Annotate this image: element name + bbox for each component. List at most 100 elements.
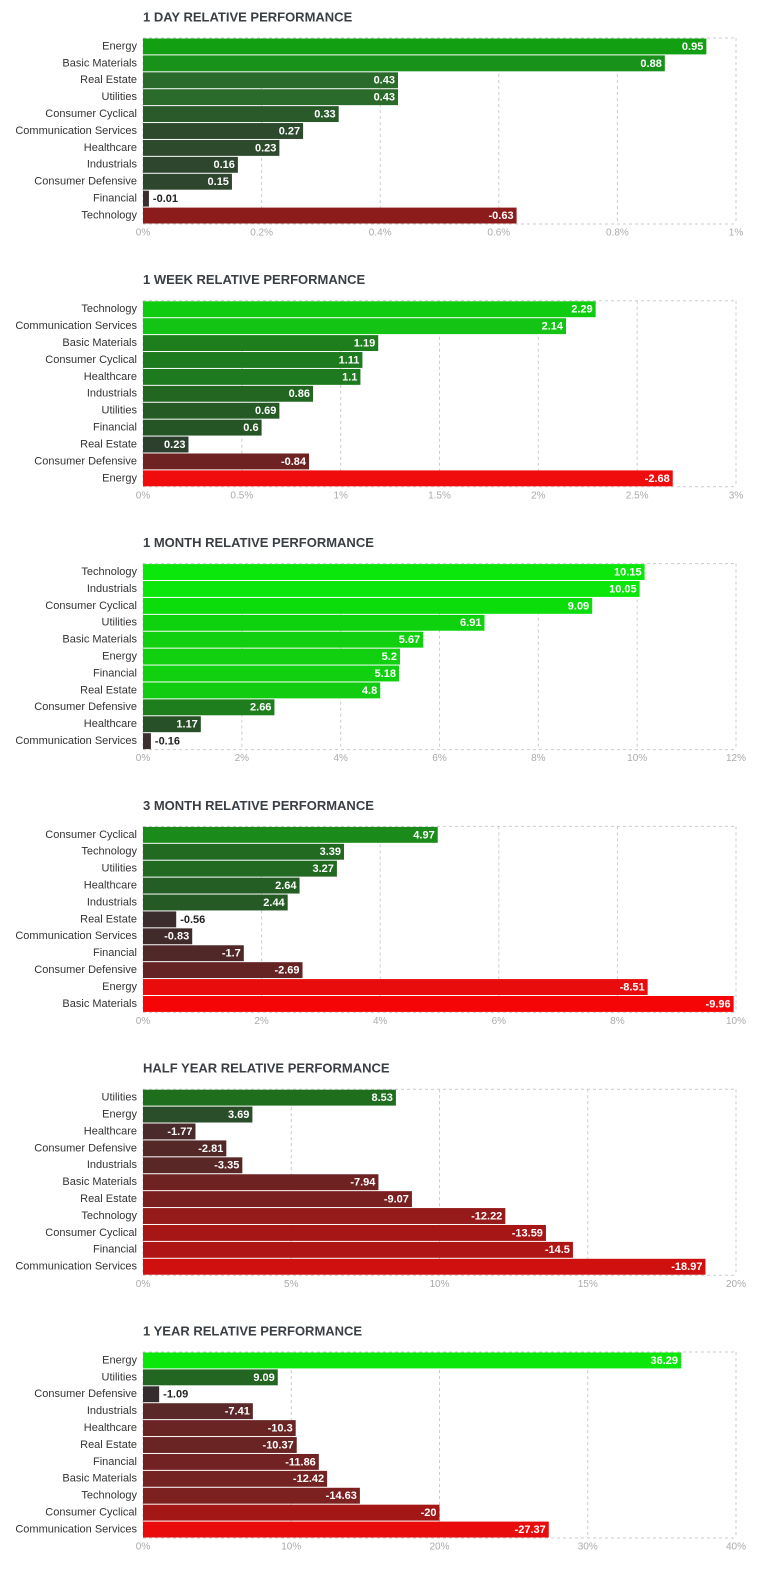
value-label: -7.41: [225, 1406, 250, 1418]
value-label: 2.14: [542, 321, 564, 333]
value-label: 0.33: [314, 108, 335, 120]
category-label: Financial: [93, 422, 137, 434]
bar: [143, 1123, 196, 1140]
value-label: -0.01: [153, 193, 178, 205]
bar: [143, 453, 310, 470]
chart-title: 1 DAY RELATIVE PERFORMANCE: [143, 9, 353, 24]
value-label: 0.15: [208, 176, 229, 188]
bar: [143, 156, 238, 173]
x-tick-label: 1.5%: [428, 490, 451, 501]
bar: [143, 911, 177, 928]
category-label: Utilities: [102, 405, 138, 417]
bar: [143, 843, 345, 860]
value-label: 0.95: [682, 41, 703, 53]
category-label: Real Estate: [80, 684, 137, 696]
bar: [143, 597, 593, 614]
category-label: Basic Materials: [62, 1176, 137, 1188]
bar: [143, 1352, 681, 1369]
value-label: -1.77: [167, 1126, 192, 1138]
bar: [143, 614, 485, 631]
value-label: -9.07: [384, 1194, 409, 1206]
bar: [143, 648, 400, 665]
value-label: -2.81: [198, 1143, 223, 1155]
category-label: Consumer Cyclical: [45, 1507, 137, 1519]
value-label: -12.22: [471, 1210, 502, 1222]
bar: [143, 979, 648, 995]
bar: [143, 1157, 243, 1174]
category-label: Utilities: [102, 863, 138, 875]
category-label: Utilities: [102, 91, 138, 103]
x-tick-label: 8%: [531, 753, 546, 764]
value-label: -0.84: [281, 456, 307, 468]
category-label: Consumer Cyclical: [45, 354, 137, 366]
value-label: 5.2: [382, 651, 397, 663]
bar: [143, 928, 193, 945]
category-label: Utilities: [102, 1371, 138, 1383]
bar: [143, 581, 640, 597]
x-tick-label: 10%: [627, 753, 647, 764]
category-label: Healthcare: [84, 142, 137, 154]
category-label: Consumer Cyclical: [45, 1227, 137, 1239]
bar: [143, 173, 232, 190]
bar: [143, 631, 424, 648]
bar: [143, 318, 567, 335]
value-label: 6.91: [460, 617, 481, 629]
value-label: 3.39: [320, 846, 341, 858]
bar: [143, 826, 438, 843]
category-label: Basic Materials: [62, 57, 137, 69]
bar: [143, 1521, 549, 1538]
bar: [143, 1487, 360, 1504]
category-label: Industrials: [87, 1159, 138, 1171]
x-tick-label: 0.4%: [369, 228, 392, 239]
category-label: Basic Materials: [62, 998, 137, 1010]
x-tick-label: 4%: [333, 753, 348, 764]
value-label: -13.59: [512, 1227, 543, 1239]
category-label: Communication Services: [15, 320, 137, 332]
category-label: Financial: [93, 193, 137, 205]
bar: [143, 419, 262, 436]
bar: [143, 1224, 546, 1241]
x-tick-label: 0%: [136, 490, 151, 501]
value-label: 0.16: [213, 159, 234, 171]
bar: [143, 1470, 328, 1487]
bar: [143, 1174, 379, 1191]
category-label: Industrials: [87, 1405, 138, 1417]
value-label: 10.05: [609, 583, 637, 595]
bar: [143, 470, 673, 487]
category-label: Communication Services: [15, 1523, 137, 1535]
x-tick-label: 0.2%: [250, 228, 273, 239]
value-label: 4.97: [413, 829, 434, 841]
category-label: Healthcare: [84, 1125, 137, 1137]
bar: [143, 877, 300, 894]
value-label: 1.17: [176, 719, 197, 731]
value-label: 3.69: [228, 1109, 249, 1121]
value-label: 0.23: [255, 142, 276, 154]
value-label: -7.94: [350, 1177, 376, 1189]
bar: [143, 1453, 319, 1470]
category-label: Real Estate: [80, 913, 137, 925]
x-tick-label: 6%: [432, 753, 447, 764]
bar: [143, 945, 244, 962]
x-tick-label: 2%: [531, 490, 546, 501]
category-label: Energy: [102, 472, 137, 484]
bar: [143, 1258, 706, 1275]
chart-title: 1 MONTH RELATIVE PERFORMANCE: [143, 535, 374, 550]
category-label: Consumer Cyclical: [45, 829, 137, 841]
category-label: Utilities: [102, 617, 138, 629]
category-label: Consumer Defensive: [34, 455, 137, 467]
category-label: Financial: [93, 667, 137, 679]
x-tick-label: 20%: [726, 1279, 746, 1290]
bar: [143, 123, 304, 139]
bar: [143, 301, 596, 318]
category-label: Communication Services: [15, 735, 137, 747]
value-label: -18.97: [671, 1261, 702, 1273]
value-label: -0.83: [164, 931, 189, 943]
value-label: 0.43: [374, 75, 395, 87]
x-tick-label: 0%: [136, 1542, 151, 1553]
value-label: 36.29: [650, 1355, 678, 1367]
bar: [143, 335, 379, 352]
category-label: Basic Materials: [62, 634, 137, 646]
bar: [143, 1106, 253, 1123]
category-label: Communication Services: [15, 1261, 137, 1273]
category-label: Technology: [81, 209, 137, 221]
